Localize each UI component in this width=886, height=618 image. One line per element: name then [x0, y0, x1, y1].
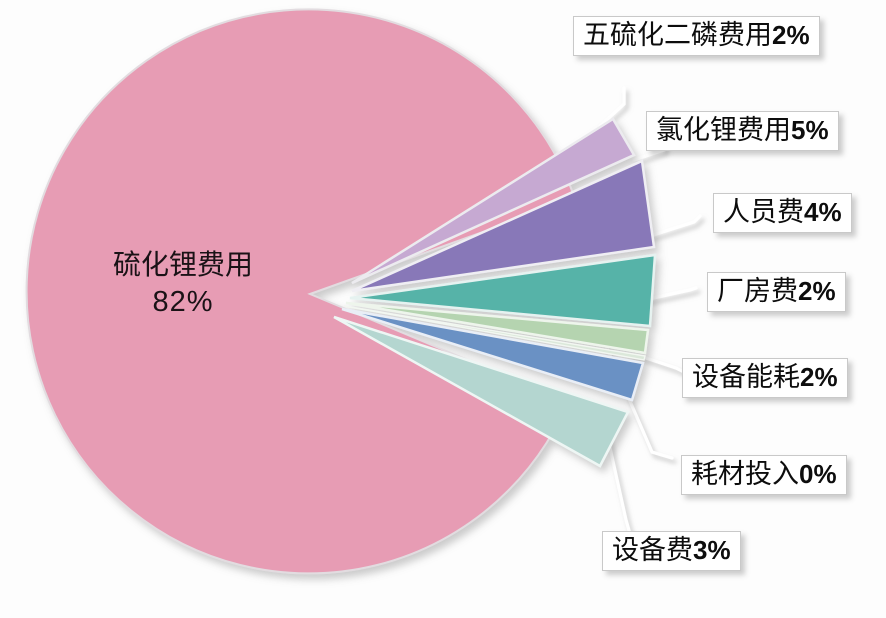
callout-氯化锂费用[interactable]: 氯化锂费用5% [646, 111, 839, 152]
callout-耗材投入[interactable]: 耗材投入0% [681, 455, 847, 496]
callout-label-percent: 2% [800, 362, 838, 392]
callout-label-name: 耗材投入 [691, 459, 799, 489]
pie-slices [25, 8, 657, 575]
callout-label-name: 五硫化二磷费用 [583, 20, 772, 50]
pie-slice-厂房费[interactable] [345, 301, 650, 355]
pie-slice-设备费[interactable] [333, 315, 630, 468]
callout-label-name: 厂房费 [717, 276, 798, 306]
callout-label-percent: 2% [772, 20, 810, 50]
main-label-percent: 82% [152, 285, 214, 318]
callout-五硫化二磷费用[interactable]: 五硫化二磷费用2% [573, 16, 820, 57]
pie-slice-氯化锂费用[interactable] [351, 159, 656, 293]
pie-slice-耗材投入[interactable] [343, 305, 646, 361]
callout-设备能耗[interactable]: 设备能耗2% [682, 358, 848, 399]
callout-label-percent: 5% [791, 115, 829, 145]
callout-label-name: 氯化锂费用 [656, 115, 791, 145]
callout-设备费[interactable]: 设备费3% [602, 531, 741, 572]
callout-label-name: 设备费 [612, 535, 693, 565]
leader-line-staff [648, 214, 702, 238]
callout-label-percent: 4% [804, 197, 842, 227]
leader-line-plant [642, 286, 698, 302]
leader-line-equip [604, 428, 632, 536]
callout-label-percent: 3% [693, 535, 731, 565]
pie-slice-五硫化二磷费用[interactable] [351, 117, 636, 285]
callout-label-percent: 0% [799, 459, 837, 489]
callout-label-name: 设备能耗 [692, 362, 800, 392]
callout-厂房费[interactable]: 厂房费2% [707, 272, 846, 313]
pie-slice-设备能耗[interactable] [341, 307, 645, 402]
pie-slice-label-main: 硫化锂费用 82% [78, 248, 288, 321]
pie-slice-硫化锂费用[interactable] [25, 8, 577, 575]
callout-人员费[interactable]: 人员费4% [713, 193, 852, 234]
callout-label-name: 人员费 [723, 197, 804, 227]
leader-line-p2s5 [598, 86, 626, 128]
main-label-name: 硫化锂费用 [112, 250, 253, 281]
callout-label-percent: 2% [798, 276, 836, 306]
pie-slice-人员费[interactable] [349, 253, 657, 328]
